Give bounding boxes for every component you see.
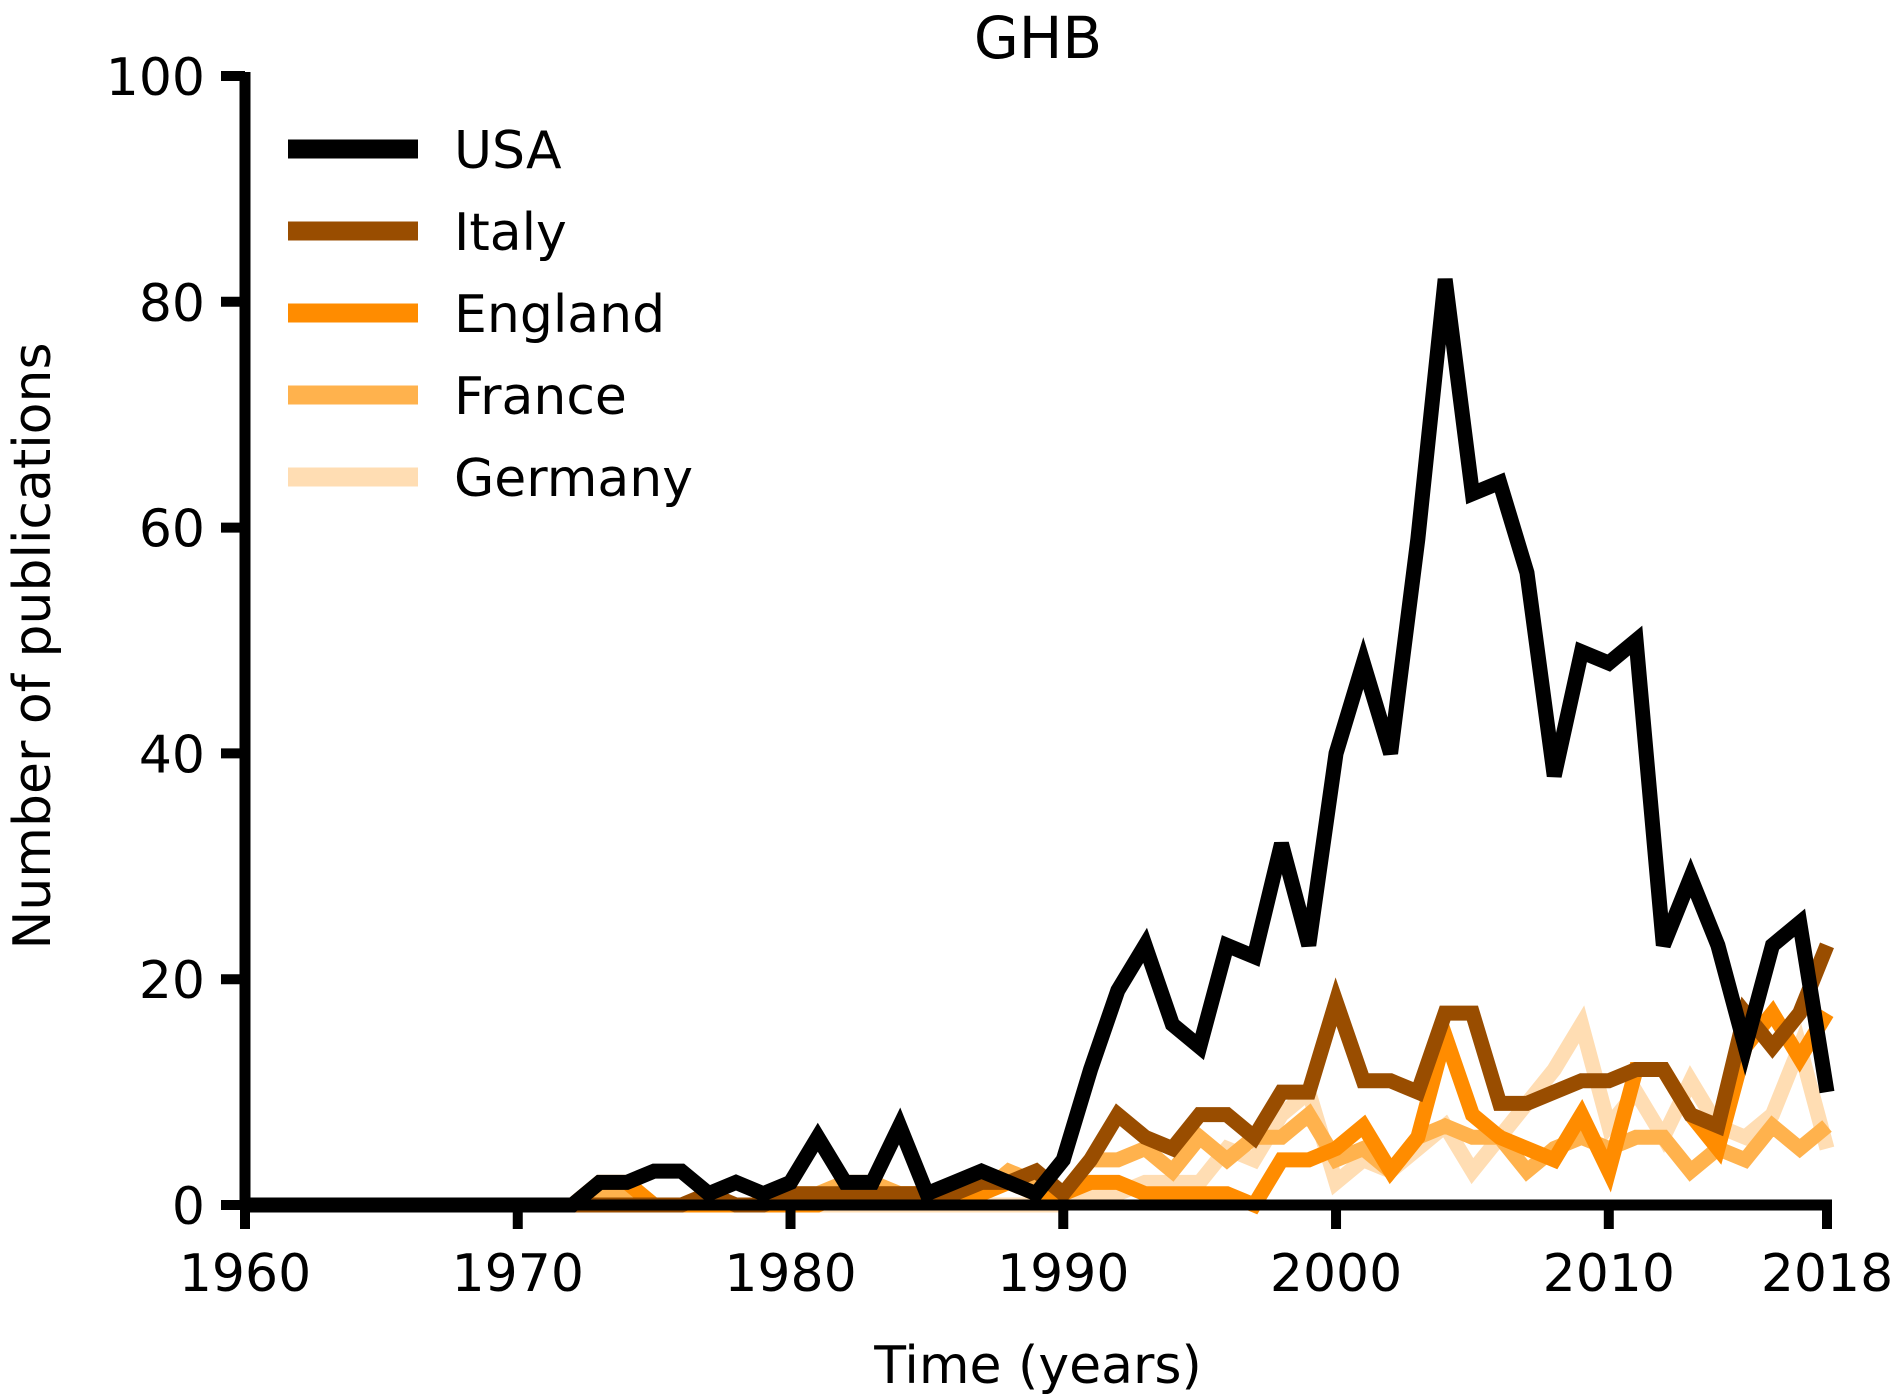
y-axis-label: Number of publications: [3, 342, 63, 949]
x-tick-label: 2018: [1761, 1244, 1893, 1304]
x-tick-label: 2010: [1543, 1244, 1675, 1304]
series-line-1: [245, 942, 1834, 1213]
x-tick-label: 1990: [997, 1244, 1129, 1304]
x-tick-label: 1960: [179, 1244, 311, 1304]
x-axis-label: Time (years): [873, 1336, 1201, 1396]
legend-label: France: [454, 367, 627, 427]
legend-label: England: [454, 285, 665, 345]
y-tick-label: 100: [106, 48, 205, 108]
legend-item: England: [288, 285, 665, 345]
y-tick-label: 80: [139, 274, 205, 334]
legend-item: France: [288, 367, 627, 427]
y-tick-label: 20: [139, 951, 205, 1011]
x-tick-label: 1980: [724, 1244, 856, 1304]
legend-item: USA: [288, 121, 562, 181]
y-tick-label: 40: [139, 725, 205, 785]
y-tick-label: 0: [172, 1177, 205, 1237]
legend-item: Italy: [288, 203, 567, 263]
legend: USA Italy England France Germany: [288, 121, 693, 509]
axes-layer: 0 20 40 60 80 100 1960 1970 1980 1990 2000 2010 2018: [106, 48, 1893, 1304]
x-tick-label: 1970: [452, 1244, 584, 1304]
legend-label: Germany: [454, 449, 693, 509]
legend-label: USA: [454, 121, 562, 181]
y-tick-label: 60: [139, 500, 205, 560]
x-tick-label: 2000: [1270, 1244, 1402, 1304]
chart-title: GHB: [974, 4, 1102, 72]
legend-item: Germany: [288, 449, 693, 509]
legend-label: Italy: [454, 203, 567, 263]
